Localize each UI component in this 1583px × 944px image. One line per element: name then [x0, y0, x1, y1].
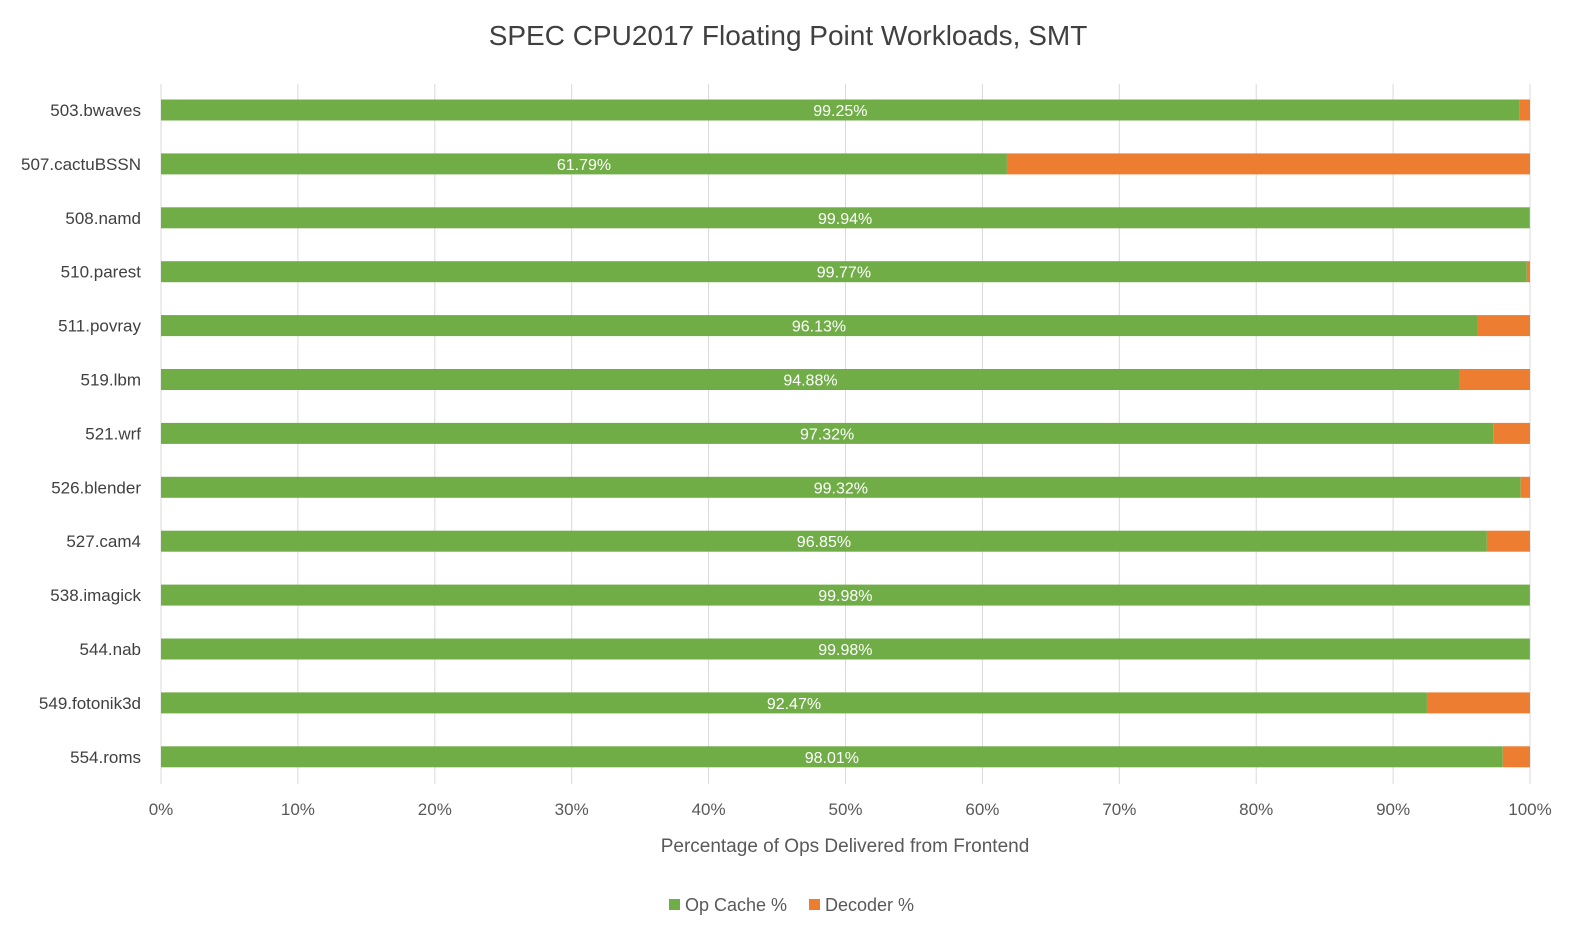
- data-label: 99.94%: [818, 211, 872, 228]
- x-tick-label: 50%: [828, 800, 862, 819]
- data-label: 99.98%: [818, 642, 872, 659]
- op-cache-bar: [161, 153, 1007, 175]
- x-tick-label: 100%: [1508, 800, 1551, 819]
- op-cache-bar: [161, 530, 1487, 552]
- op-cache-bar: [161, 315, 1478, 337]
- op-cache-bar: [161, 692, 1427, 714]
- x-tick-label: 10%: [281, 800, 315, 819]
- decoder-bar: [1519, 99, 1530, 121]
- x-tick-label: 80%: [1239, 800, 1273, 819]
- category-label: 538.imagick: [50, 586, 141, 605]
- decoder-bar: [1520, 476, 1530, 498]
- legend-label: Decoder %: [825, 895, 914, 915]
- category-labels: 503.bwaves 507.cactuBSSN 508.namd 510.pares…: [21, 101, 142, 767]
- chart-title: SPEC CPU2017 Floating Point Workloads, S…: [489, 20, 1088, 51]
- category-label: 510.parest: [61, 263, 142, 282]
- x-tick-label: 0%: [149, 800, 174, 819]
- data-label: 98.01%: [805, 750, 859, 767]
- category-label: 526.blender: [51, 478, 141, 497]
- op-cache-bar: [161, 422, 1494, 444]
- decoder-bar: [1006, 153, 1530, 175]
- decoder-bar: [1493, 422, 1530, 444]
- legend-swatch-op-cache: [669, 899, 680, 910]
- op-cache-bar: [161, 746, 1503, 768]
- x-tick-label: 20%: [418, 800, 452, 819]
- category-label: 511.povray: [58, 317, 141, 336]
- legend: Op Cache % Decoder %: [669, 895, 914, 915]
- decoder-bar: [1502, 746, 1530, 768]
- legend-label: Op Cache %: [685, 895, 787, 915]
- op-cache-bar: [161, 476, 1521, 498]
- op-cache-bar: [161, 369, 1460, 390]
- category-label: 508.namd: [65, 209, 141, 228]
- x-tick-label: 90%: [1376, 800, 1410, 819]
- data-label: 96.85%: [797, 534, 851, 551]
- data-label: 99.77%: [817, 265, 871, 282]
- data-label: 99.25%: [813, 103, 867, 120]
- data-label: 94.88%: [783, 373, 837, 390]
- op-cache-bar: [161, 261, 1527, 283]
- x-tick-label: 60%: [965, 800, 999, 819]
- op-cache-bar: [161, 584, 1530, 606]
- data-label: 61.79%: [557, 157, 611, 174]
- decoder-bar: [1486, 530, 1530, 552]
- x-axis-ticks: 0% 10% 20% 30% 40% 50% 60% 70% 80% 90% 100%: [149, 800, 1552, 819]
- category-label: 503.bwaves: [50, 101, 141, 120]
- category-label: 549.fotonik3d: [39, 694, 141, 713]
- data-labels: 99.25% 61.79% 99.94% 99.77% 96.13% 94.88% 97.3…: [557, 103, 873, 767]
- decoder-bar: [1526, 261, 1530, 283]
- data-label: 97.32%: [800, 426, 854, 443]
- category-label: 521.wrf: [85, 424, 141, 443]
- decoder-bar: [1477, 315, 1530, 337]
- x-axis-label: Percentage of Ops Delivered from Fronten…: [661, 836, 1030, 857]
- category-label: 544.nab: [80, 640, 141, 659]
- x-tick-label: 40%: [692, 800, 726, 819]
- x-tick-label: 30%: [555, 800, 589, 819]
- bars: [161, 99, 1530, 768]
- op-cache-bar: [161, 207, 1530, 229]
- data-label: 99.32%: [814, 480, 868, 497]
- legend-swatch-decoder: [809, 899, 820, 910]
- category-label: 507.cactuBSSN: [21, 155, 141, 174]
- category-label: 527.cam4: [66, 532, 141, 551]
- data-label: 92.47%: [767, 696, 821, 713]
- decoder-bar: [1459, 369, 1530, 390]
- decoder-bar: [1529, 207, 1530, 229]
- op-cache-bar: [161, 638, 1530, 660]
- decoder-bar: [1426, 692, 1530, 714]
- category-label: 554.roms: [70, 748, 141, 767]
- category-label: 519.lbm: [81, 371, 141, 390]
- x-tick-label: 70%: [1102, 800, 1136, 819]
- data-label: 96.13%: [792, 319, 846, 336]
- op-cache-bar: [161, 99, 1520, 121]
- data-label: 99.98%: [818, 588, 872, 605]
